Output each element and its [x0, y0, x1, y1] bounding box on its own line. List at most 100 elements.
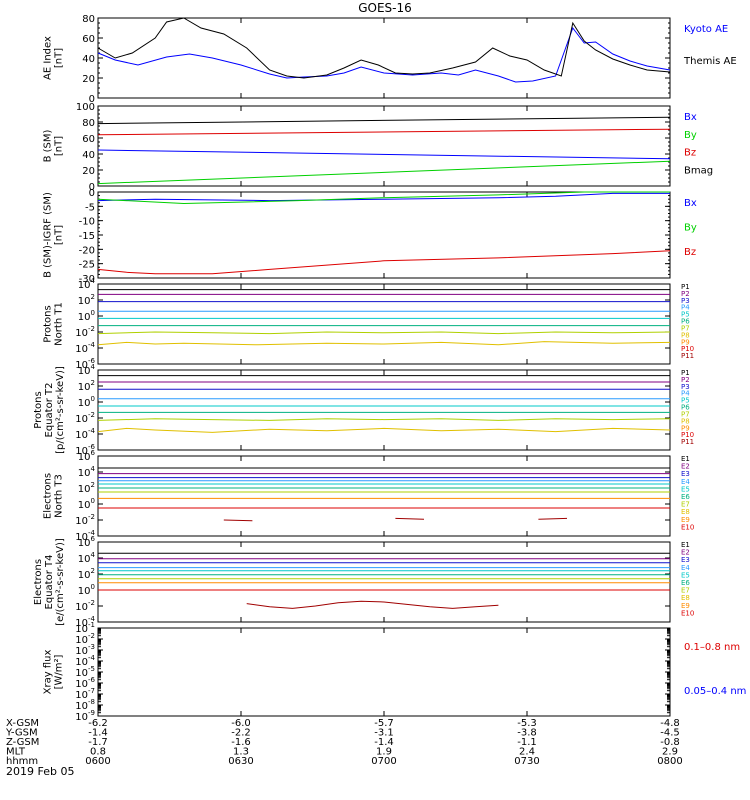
series-line-e10: [223, 519, 253, 522]
legend-e5: E5: [681, 485, 690, 493]
series-line-bmag: [97, 116, 671, 125]
y-axis: 0 20 40 60 80 100: [76, 102, 670, 193]
y-tick-exponent: -7: [88, 687, 95, 695]
legend-by: By: [684, 130, 697, 141]
legend-e9: E9: [681, 516, 690, 524]
legend-0-05-0-4-nm: 0.05–0.4 nm: [684, 686, 746, 697]
y-axis-label: Protons: [33, 391, 44, 428]
series-line-bx: [97, 192, 670, 202]
y-tick-exponent: 4: [91, 363, 96, 371]
y-tick-exponent: -4: [88, 654, 96, 662]
y-tick-label: 10-2: [75, 599, 95, 613]
series-line-p8: [97, 427, 671, 433]
legend-p7: P7: [681, 410, 690, 418]
legend-e6: E6: [681, 493, 690, 501]
legend-themis-ae: Themis AE: [683, 56, 737, 67]
legend-p10: P10: [681, 345, 694, 353]
y-tick-label: -10: [79, 217, 95, 228]
y-tick-label: 104: [78, 465, 96, 479]
y-tick-exponent: 6: [91, 535, 96, 543]
y-tick-label: 106: [78, 449, 96, 463]
y-tick-exponent: -9: [88, 709, 95, 717]
legend-e7: E7: [681, 501, 690, 509]
orbit-value: -3.1: [374, 728, 394, 739]
y-tick-exponent: 2: [91, 293, 95, 301]
legend-p11: P11: [681, 438, 694, 446]
legend-p5: P5: [681, 397, 690, 405]
legend-e1: E1: [681, 455, 690, 463]
y-axis-label: [p/(cm²-s-sr-keV)]: [55, 366, 66, 454]
panel-frame: [97, 541, 671, 623]
y-tick-exponent: -4: [88, 341, 96, 349]
y-tick-exponent: -4: [88, 529, 96, 537]
y-axis-label: [nT]: [54, 136, 65, 156]
orbit-value: 0600: [85, 756, 110, 767]
legend-e1: E1: [681, 541, 690, 549]
series-line-p7: [97, 331, 671, 335]
orbit-value: 0630: [228, 756, 253, 767]
legend-e4: E4: [681, 564, 690, 572]
series-line-p8: [97, 341, 671, 346]
legend-e3: E3: [681, 470, 690, 478]
y-tick-label: 10-4: [75, 341, 95, 355]
y-tick-exponent: -6: [88, 676, 96, 684]
legend-p10: P10: [681, 431, 694, 439]
legend-p6: P6: [681, 318, 690, 326]
orbit-value: 2.4: [519, 747, 535, 758]
y-axis-label: [nT]: [54, 48, 65, 68]
y-tick-exponent: 0: [91, 583, 95, 591]
legend-e9: E9: [681, 602, 690, 610]
series-line-by: [97, 191, 670, 205]
y-axis: -30 -25 -20 -15 -10 -5 0: [79, 188, 670, 285]
y-tick-label: 100: [78, 497, 95, 511]
orbit-row-label: MLT: [6, 747, 26, 758]
y-axis-label: Xray flux: [43, 650, 54, 695]
orbit-value: -3.8: [517, 728, 537, 739]
y-tick-label: 102: [78, 481, 95, 495]
y-tick-label: 106: [78, 535, 96, 549]
y-tick-exponent: 0: [91, 395, 95, 403]
legend-bx: Bx: [684, 112, 697, 123]
panel-frame: [97, 191, 671, 279]
orbit-value: -1.4: [374, 737, 394, 748]
y-axis: 10-110-210-310-410-510-610-710-810-9: [75, 621, 670, 723]
legend-e8: E8: [681, 508, 690, 516]
y-tick-exponent: -1: [88, 621, 95, 629]
y-tick-label: 102: [78, 567, 95, 581]
legend-p11: P11: [681, 352, 694, 360]
y-tick-label: -20: [79, 245, 95, 256]
legend-p4: P4: [681, 304, 690, 312]
y-tick-label: 0: [89, 94, 95, 105]
y-tick-exponent: -6: [88, 443, 96, 451]
series-line-e10: [246, 600, 499, 609]
legend-e10: E10: [681, 523, 694, 531]
legend-p2: P2: [681, 290, 690, 298]
orbit-value: 0730: [514, 756, 539, 767]
legend-p9: P9: [681, 338, 690, 346]
y-tick-label: 0: [89, 182, 95, 193]
legend-p7: P7: [681, 324, 690, 332]
y-tick-label: 10-2: [75, 325, 95, 339]
y-tick-label: 0: [89, 188, 95, 199]
legend-bx: Bx: [684, 198, 697, 209]
y-tick-label: 102: [78, 293, 95, 307]
date-label: 2019 Feb 05: [6, 765, 74, 778]
y-tick-label: 104: [78, 363, 96, 377]
y-tick-label: -25: [79, 260, 95, 271]
y-tick-exponent: -2: [88, 513, 95, 521]
orbit-value: 1.3: [233, 747, 249, 758]
legend-0-1-0-8-nm: 0.1–0.8 nm: [684, 642, 740, 653]
y-tick-label: -30: [79, 274, 95, 285]
y-tick-exponent: 0: [91, 497, 95, 505]
panel-frame: [97, 627, 671, 717]
panel-frame: [97, 283, 671, 365]
y-tick-label: 102: [78, 379, 95, 393]
series-line-by: [97, 160, 671, 185]
legend-e7: E7: [681, 587, 690, 595]
